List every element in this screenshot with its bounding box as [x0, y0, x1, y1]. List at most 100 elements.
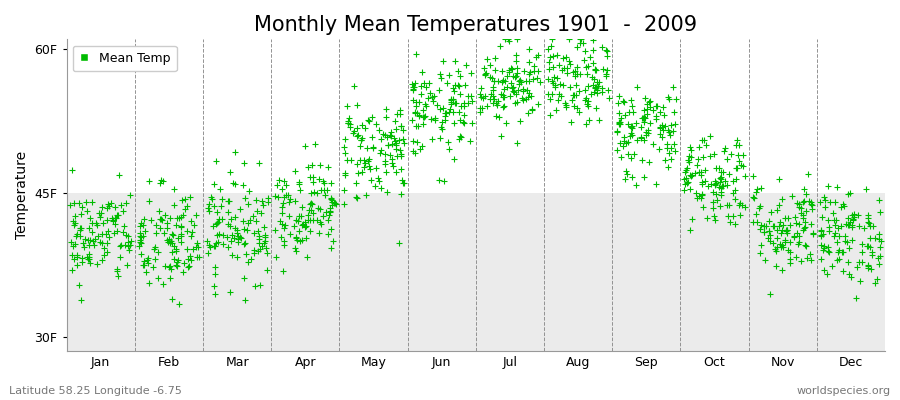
- Point: [506, 73, 520, 79]
- Point: [821, 244, 835, 250]
- Point: [556, 82, 571, 88]
- Point: [409, 123, 423, 130]
- Point: [644, 104, 658, 110]
- Point: [637, 174, 652, 180]
- Point: [454, 103, 468, 109]
- Point: [379, 169, 393, 176]
- Point: [177, 196, 192, 202]
- Point: [94, 209, 108, 216]
- Point: [322, 212, 337, 219]
- Point: [552, 91, 566, 97]
- Point: [758, 257, 772, 263]
- Point: [866, 223, 880, 229]
- Point: [804, 257, 818, 264]
- Point: [588, 84, 602, 91]
- Point: [430, 102, 445, 108]
- Point: [546, 79, 561, 86]
- Point: [727, 196, 742, 202]
- Point: [843, 190, 858, 196]
- Point: [252, 236, 266, 242]
- Point: [649, 116, 663, 122]
- Point: [655, 124, 670, 130]
- Point: [453, 73, 467, 79]
- Point: [779, 227, 794, 234]
- Point: [132, 243, 147, 249]
- Point: [251, 240, 266, 246]
- Point: [663, 122, 678, 128]
- Point: [802, 198, 816, 204]
- Point: [390, 111, 404, 118]
- Point: [509, 64, 524, 71]
- Point: [425, 136, 439, 142]
- Point: [653, 124, 668, 131]
- Point: [91, 233, 105, 240]
- Point: [86, 199, 100, 206]
- Point: [816, 267, 831, 273]
- Point: [754, 222, 769, 228]
- Point: [274, 233, 289, 240]
- Point: [494, 133, 508, 139]
- Point: [420, 95, 435, 102]
- Point: [305, 174, 320, 180]
- Point: [860, 218, 875, 225]
- Point: [708, 182, 723, 188]
- Point: [371, 175, 385, 181]
- Point: [248, 250, 262, 256]
- Point: [501, 67, 516, 73]
- Point: [368, 183, 382, 189]
- Point: [638, 128, 652, 135]
- Point: [72, 225, 86, 232]
- Point: [655, 122, 670, 128]
- Point: [745, 194, 760, 200]
- Point: [278, 182, 293, 188]
- Point: [623, 132, 637, 139]
- Point: [869, 276, 884, 282]
- Point: [184, 229, 199, 236]
- Point: [572, 36, 587, 42]
- Point: [406, 97, 420, 103]
- Point: [307, 189, 321, 196]
- Point: [483, 74, 498, 80]
- Point: [822, 224, 836, 230]
- Point: [408, 110, 422, 116]
- Point: [562, 58, 576, 64]
- Point: [341, 120, 356, 126]
- Point: [565, 92, 580, 98]
- Point: [837, 232, 851, 239]
- Point: [123, 238, 138, 244]
- Point: [174, 222, 188, 229]
- Point: [161, 239, 176, 245]
- Point: [136, 222, 150, 228]
- Point: [599, 48, 614, 54]
- Point: [832, 256, 846, 262]
- Point: [147, 246, 161, 252]
- Point: [498, 78, 512, 84]
- Point: [567, 92, 581, 98]
- Point: [238, 226, 252, 232]
- Point: [855, 240, 869, 247]
- Point: [492, 114, 507, 120]
- Point: [302, 201, 317, 208]
- Point: [326, 238, 340, 244]
- Point: [171, 301, 185, 307]
- Point: [746, 218, 760, 225]
- Point: [614, 114, 628, 121]
- Point: [710, 197, 724, 203]
- Point: [646, 141, 661, 147]
- Point: [418, 113, 432, 120]
- Point: [366, 144, 381, 151]
- Point: [845, 222, 859, 228]
- Point: [496, 102, 510, 109]
- Point: [473, 85, 488, 91]
- Point: [588, 67, 602, 73]
- Point: [272, 176, 286, 183]
- Point: [649, 113, 663, 119]
- Point: [543, 112, 557, 118]
- Point: [453, 91, 467, 97]
- Point: [64, 239, 78, 245]
- Point: [349, 194, 364, 200]
- Point: [592, 116, 607, 123]
- Point: [362, 118, 376, 124]
- Point: [695, 178, 709, 185]
- Point: [433, 135, 447, 141]
